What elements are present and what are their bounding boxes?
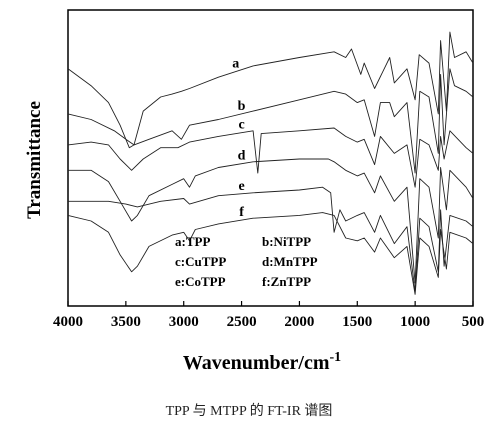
series-lines bbox=[67, 31, 474, 295]
series-label-c: c bbox=[238, 118, 244, 133]
x-tick-label: 1500 bbox=[342, 314, 372, 330]
series-labels: a bc def bbox=[232, 57, 245, 221]
legend-entry: d:MnTPP bbox=[262, 254, 318, 269]
legend-entry: e:CoTPP bbox=[175, 274, 226, 289]
legend-entry: a:TPP bbox=[175, 234, 210, 249]
x-axis-title: Wavenumber/cm-1 bbox=[183, 350, 341, 374]
figure-caption: TPP 与 MTPP 的 FT-IR 谱图 bbox=[165, 404, 333, 419]
x-tick-label: 1000 bbox=[400, 314, 430, 330]
x-tick-label: 3500 bbox=[111, 314, 141, 330]
legend-entry: f:ZnTPP bbox=[262, 274, 311, 289]
x-axis-ticks: 4000 3500 3000 2500 2000 1500 1000 500 bbox=[53, 301, 484, 330]
legend: a:TPP b:NiTPP c:CuTPP d:MnTPP e:CoTPP f:ZnTPP bbox=[175, 234, 318, 289]
x-tick-label: 500 bbox=[462, 314, 485, 330]
series-label-b: b bbox=[238, 99, 246, 114]
x-tick-label: 2000 bbox=[284, 314, 314, 330]
legend-entry: c:CuTPP bbox=[175, 254, 226, 269]
series-label-e: e bbox=[238, 179, 244, 194]
x-axis-title-main: Wavenumber/cm bbox=[183, 352, 330, 374]
x-tick-label: 3000 bbox=[169, 314, 199, 330]
x-axis-title-superscript: -1 bbox=[329, 350, 341, 365]
series-label-d: d bbox=[238, 149, 246, 164]
series-line-f bbox=[67, 212, 474, 295]
series-line-d bbox=[68, 158, 474, 284]
y-axis-title: Transmittance bbox=[24, 101, 45, 219]
series-label-a: a bbox=[232, 57, 239, 72]
x-tick-label: 4000 bbox=[53, 314, 83, 330]
x-tick-label: 2500 bbox=[227, 314, 257, 330]
legend-entry: b:NiTPP bbox=[262, 234, 311, 249]
plot-frame bbox=[67, 9, 474, 307]
series-line-a bbox=[67, 31, 474, 149]
series-line-c bbox=[67, 127, 474, 188]
series-label-f: f bbox=[239, 205, 244, 220]
series-line-b bbox=[67, 68, 474, 174]
